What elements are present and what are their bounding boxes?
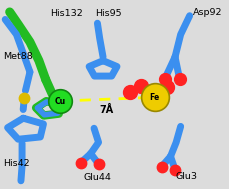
Text: Met88: Met88 (3, 52, 33, 60)
Text: His95: His95 (95, 9, 121, 18)
Text: Glu44: Glu44 (84, 174, 111, 183)
Text: His42: His42 (3, 159, 30, 168)
Text: Cu: Cu (55, 97, 65, 106)
Text: Fe: Fe (149, 93, 159, 102)
Text: Asp92: Asp92 (192, 8, 222, 17)
Text: 7Å: 7Å (99, 105, 113, 115)
Text: His132: His132 (50, 9, 83, 18)
Text: Glu3: Glu3 (174, 172, 196, 181)
